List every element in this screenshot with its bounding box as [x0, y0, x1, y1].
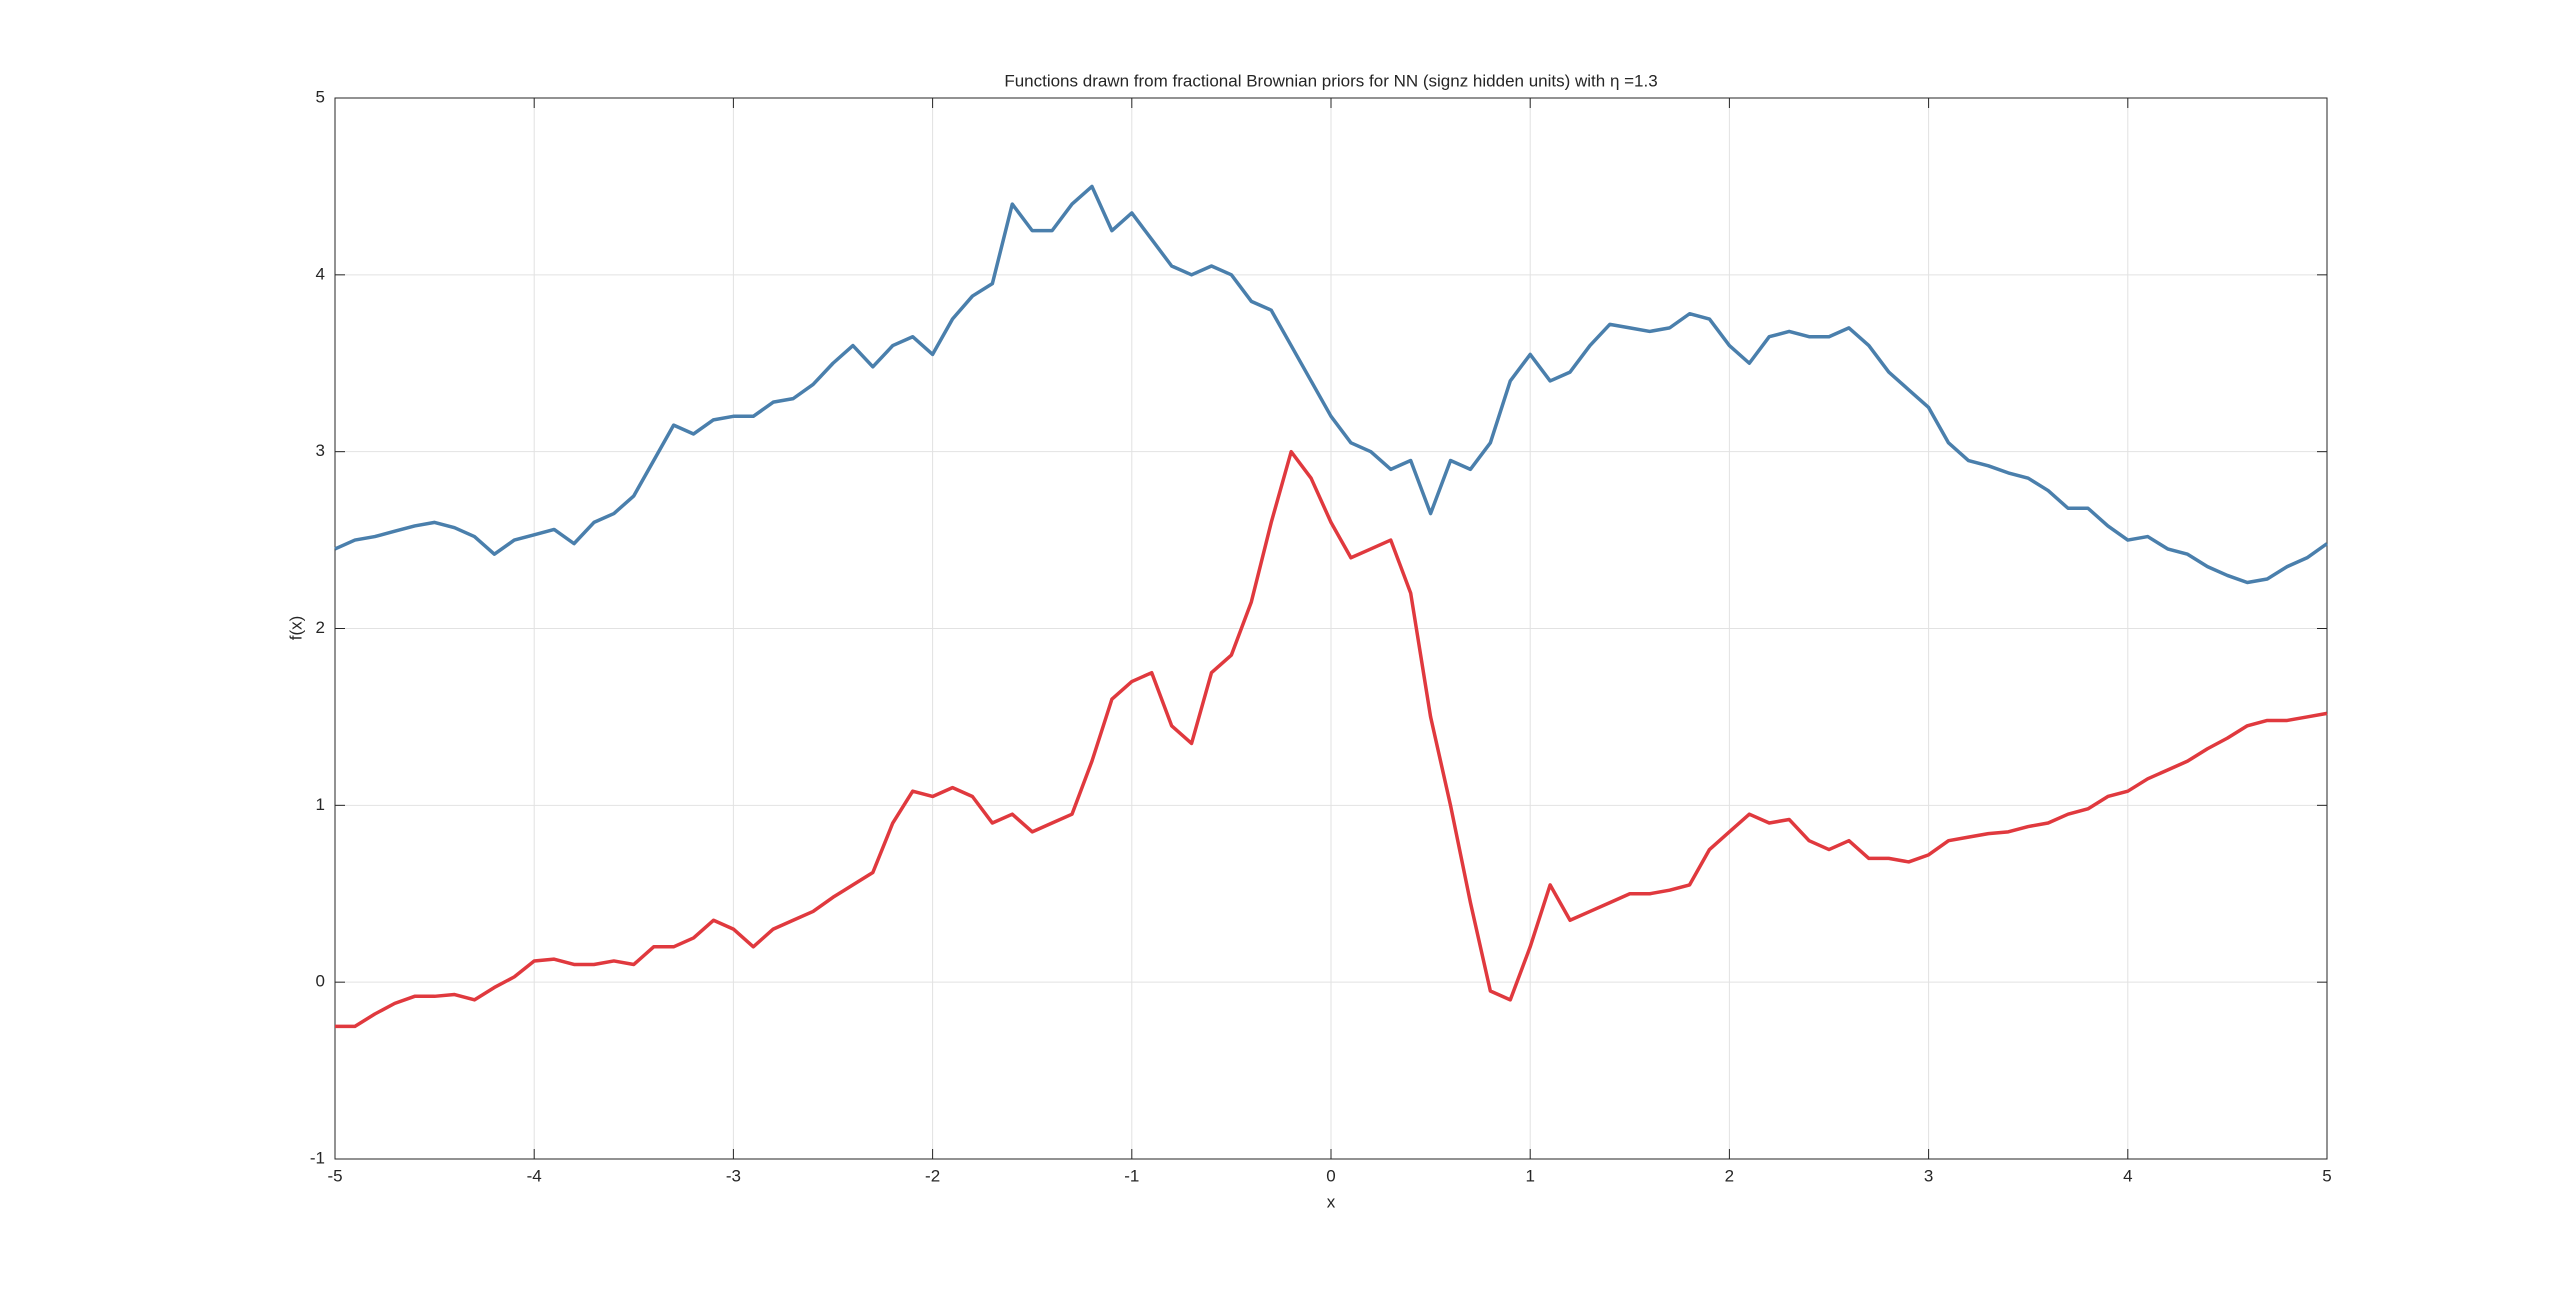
y-tick-label: 3: [316, 441, 325, 460]
y-tick-label: 4: [316, 264, 325, 283]
x-tick-label: -2: [925, 1166, 940, 1185]
y-tick-label: 0: [316, 972, 325, 991]
data-line: [334, 184, 2329, 585]
y-tick-label: 1: [316, 795, 325, 814]
x-tick-label: -4: [527, 1166, 542, 1185]
y-tick-label: -1: [310, 1148, 325, 1167]
chart-title: Functions drawn from fractional Brownian…: [1004, 71, 1657, 90]
x-tick-label: -3: [726, 1166, 741, 1185]
x-tick-label: -1: [1124, 1166, 1139, 1185]
y-tick-label: 2: [316, 618, 325, 637]
x-tick-label: 1: [1525, 1166, 1534, 1185]
plot-frame: [334, 97, 2328, 1160]
x-tick-label: 2: [1725, 1166, 1734, 1185]
x-tick-label: -5: [327, 1166, 342, 1185]
x-tick-label: 5: [2322, 1166, 2331, 1185]
x-tick-label: 3: [1924, 1166, 1933, 1185]
y-axis-label: f(x): [286, 616, 305, 641]
x-tick-label: 0: [1326, 1166, 1335, 1185]
y-tick-label: 5: [316, 87, 325, 106]
data-line: [335, 449, 2328, 1029]
x-tick-label: 4: [2123, 1166, 2132, 1185]
x-axis-label: x: [1327, 1192, 1336, 1211]
